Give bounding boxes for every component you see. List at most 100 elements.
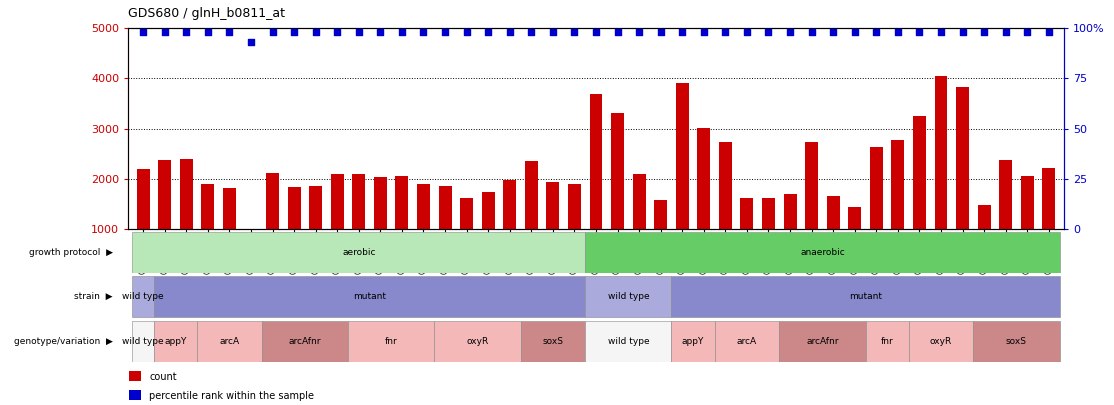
Point	[350, 29, 368, 36]
Bar	[780, 321, 866, 362]
Text: count: count	[149, 372, 177, 382]
Text: arcA: arcA	[736, 337, 758, 346]
Point	[760, 29, 778, 36]
Bar	[714, 321, 780, 362]
Bar	[223, 188, 236, 229]
Bar	[133, 321, 154, 362]
Point	[458, 29, 476, 36]
Point	[608, 29, 626, 36]
Bar	[672, 321, 714, 362]
Text: soxS: soxS	[1006, 337, 1027, 346]
Bar	[568, 184, 580, 229]
Point	[522, 29, 540, 36]
Bar	[762, 198, 775, 229]
Point	[975, 29, 993, 36]
Text: appY: appY	[682, 337, 704, 346]
Bar	[352, 174, 365, 229]
Text: soxS: soxS	[543, 337, 564, 346]
Bar	[179, 159, 193, 229]
Bar	[133, 232, 585, 273]
Point	[479, 29, 497, 36]
Text: arcA: arcA	[219, 337, 240, 346]
Point	[566, 29, 584, 36]
Text: strain  ▶: strain ▶	[75, 292, 113, 301]
Point	[803, 29, 821, 36]
Bar	[287, 187, 301, 229]
Point	[329, 29, 346, 36]
Bar	[504, 180, 516, 229]
Point	[221, 29, 238, 36]
Bar	[719, 142, 732, 229]
Point	[135, 29, 153, 36]
Text: wild type: wild type	[123, 337, 164, 346]
Bar	[978, 205, 990, 229]
Point	[177, 29, 195, 36]
Text: mutant: mutant	[353, 292, 387, 301]
Bar	[891, 140, 905, 229]
Text: aerobic: aerobic	[342, 247, 375, 257]
Bar	[783, 194, 797, 229]
Point	[954, 29, 971, 36]
Point	[631, 29, 648, 36]
Bar	[331, 174, 344, 229]
Point	[781, 29, 799, 36]
Bar	[999, 160, 1013, 229]
Bar	[158, 160, 172, 229]
Bar	[585, 232, 1059, 273]
Bar	[154, 276, 585, 317]
Text: fnr: fnr	[384, 337, 398, 346]
Bar	[348, 321, 434, 362]
Bar	[262, 321, 348, 362]
Point	[437, 29, 455, 36]
Bar	[633, 174, 646, 229]
Point	[695, 29, 713, 36]
Point	[652, 29, 670, 36]
Bar	[481, 192, 495, 229]
Point	[306, 29, 324, 36]
Point	[716, 29, 734, 36]
Point	[997, 29, 1015, 36]
Bar	[974, 321, 1059, 362]
Bar	[129, 371, 141, 381]
Bar	[245, 229, 257, 274]
Bar	[137, 168, 149, 229]
Point	[587, 29, 605, 36]
Bar	[935, 77, 947, 229]
Bar	[672, 276, 1059, 317]
Text: GDS680 / glnH_b0811_at: GDS680 / glnH_b0811_at	[128, 7, 285, 20]
Bar	[129, 390, 141, 400]
Bar	[676, 83, 688, 229]
Text: wild type: wild type	[607, 292, 649, 301]
Point	[932, 29, 950, 36]
Point	[199, 29, 217, 36]
Bar	[525, 161, 538, 229]
Bar	[848, 207, 861, 229]
Point	[501, 29, 519, 36]
Bar	[133, 276, 154, 317]
Point	[156, 29, 174, 36]
Bar	[827, 196, 840, 229]
Point	[824, 29, 842, 36]
Bar	[741, 198, 753, 229]
Text: wild type: wild type	[123, 292, 164, 301]
Text: anaerobic: anaerobic	[800, 247, 844, 257]
Text: genotype/variation  ▶: genotype/variation ▶	[13, 337, 113, 346]
Text: oxyR: oxyR	[930, 337, 952, 346]
Bar	[154, 321, 197, 362]
Point	[414, 29, 432, 36]
Point	[1018, 29, 1036, 36]
Bar	[585, 321, 672, 362]
Bar	[202, 184, 214, 229]
Text: appY: appY	[165, 337, 187, 346]
Bar	[589, 94, 603, 229]
Bar	[439, 186, 451, 229]
Bar	[266, 173, 278, 229]
Bar	[909, 321, 974, 362]
Bar	[956, 87, 969, 229]
Point	[868, 29, 886, 36]
Bar	[1043, 168, 1055, 229]
Text: fnr: fnr	[881, 337, 893, 346]
Text: arcAfnr: arcAfnr	[807, 337, 839, 346]
Point	[889, 29, 907, 36]
Point	[1039, 29, 1057, 36]
